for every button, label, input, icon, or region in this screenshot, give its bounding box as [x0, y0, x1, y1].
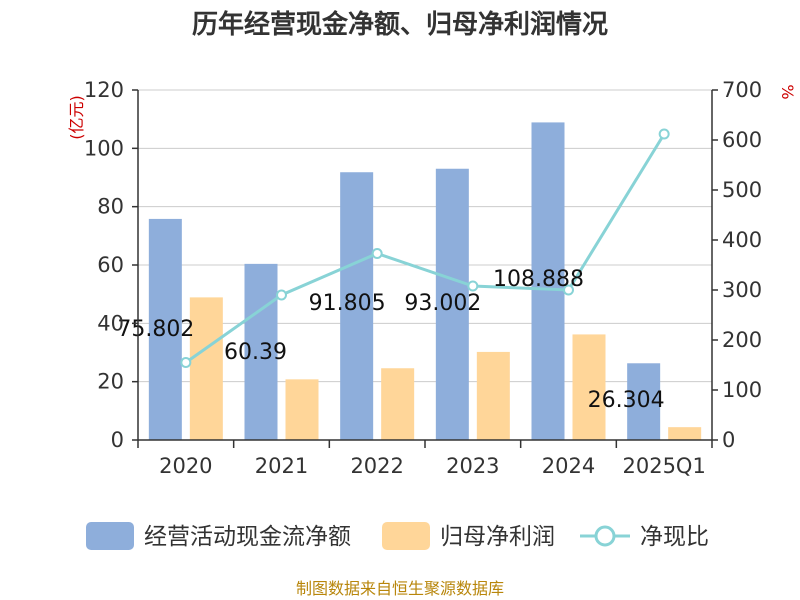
x-tick-label: 2020 — [159, 454, 212, 478]
bar-data-label: 93.002 — [404, 291, 481, 316]
bar-cashflow — [531, 122, 565, 440]
ratio-line — [180, 128, 670, 368]
x-tick-label: 2022 — [350, 454, 403, 478]
source-note: 制图数据来自恒生聚源数据库 — [296, 579, 504, 598]
bar-cashflow — [435, 168, 469, 440]
x-tick-label: 2025Q1 — [622, 454, 705, 478]
right-tick-label: 100 — [722, 378, 762, 402]
legend-label-profit[interactable]: 归母净利润 — [440, 524, 555, 550]
legend-label-cashflow[interactable]: 经营活动现金流净额 — [144, 524, 351, 550]
left-tick-label: 80 — [97, 195, 124, 219]
legend: 经营活动现金流净额 归母净利润 净现比 — [86, 522, 709, 550]
x-tick-label: 2024 — [542, 454, 595, 478]
legend-marker-ratio[interactable] — [594, 525, 616, 547]
right-tick-label: 700 — [722, 78, 762, 102]
ratio-point — [658, 128, 670, 140]
bar-profit — [189, 297, 223, 440]
ratio-point — [467, 280, 479, 292]
ratio-point — [563, 284, 574, 296]
right-tick-label: 300 — [722, 278, 762, 302]
left-tick-label: 100 — [84, 136, 124, 160]
bar-cashflow — [148, 218, 182, 440]
bar-data-label: 75.802 — [117, 317, 194, 342]
left-tick-label: 40 — [97, 311, 124, 335]
right-tick-label: 0 — [722, 428, 735, 452]
x-tick-label: 2023 — [446, 454, 499, 478]
bar-profit — [285, 379, 319, 440]
data-labels: 75.802 60.39 91.805 93.002 108.888 26.304 — [117, 267, 664, 413]
ratio-point — [276, 289, 287, 301]
right-tick-label: 500 — [722, 178, 762, 202]
bar-cashflow — [244, 263, 278, 440]
right-tick-label: 400 — [722, 228, 762, 252]
left-tick-label: 20 — [97, 370, 124, 394]
bar-data-label: 60.39 — [224, 340, 287, 365]
bar-data-label: 108.888 — [493, 267, 584, 292]
bar-profit — [668, 427, 702, 440]
legend-label-ratio[interactable]: 净现比 — [640, 524, 709, 550]
legend-swatch-cashflow[interactable] — [86, 522, 134, 550]
bar-profit — [572, 334, 606, 440]
left-axis-unit: (亿元) — [67, 95, 86, 140]
bar-data-label: 91.805 — [309, 291, 386, 316]
legend-swatch-profit[interactable] — [382, 522, 430, 550]
left-tick-label: 60 — [97, 253, 124, 277]
bar-cashflow — [627, 363, 661, 440]
ratio-point — [371, 248, 383, 259]
left-tick-label: 0 — [111, 428, 124, 452]
right-axis-unit: % — [778, 84, 797, 99]
bar-profit — [476, 351, 510, 440]
bars — [148, 122, 702, 440]
axes: 0 20 40 60 80 100 120 0 100 200 300 400 500 600 700 202… — [84, 78, 762, 478]
bar-data-label: 26.304 — [588, 388, 665, 413]
gridlines — [138, 89, 712, 441]
left-tick-label: 120 — [84, 78, 124, 102]
x-tick-label: 2021 — [255, 454, 308, 478]
chart-title: 历年经营现金净额、归母净利润情况 — [192, 9, 608, 40]
right-tick-label: 600 — [722, 128, 762, 152]
ratio-polyline — [184, 133, 666, 364]
bar-profit — [381, 368, 415, 440]
bar-cashflow — [340, 172, 374, 440]
right-tick-label: 200 — [722, 328, 762, 352]
ratio-point — [180, 357, 192, 368]
